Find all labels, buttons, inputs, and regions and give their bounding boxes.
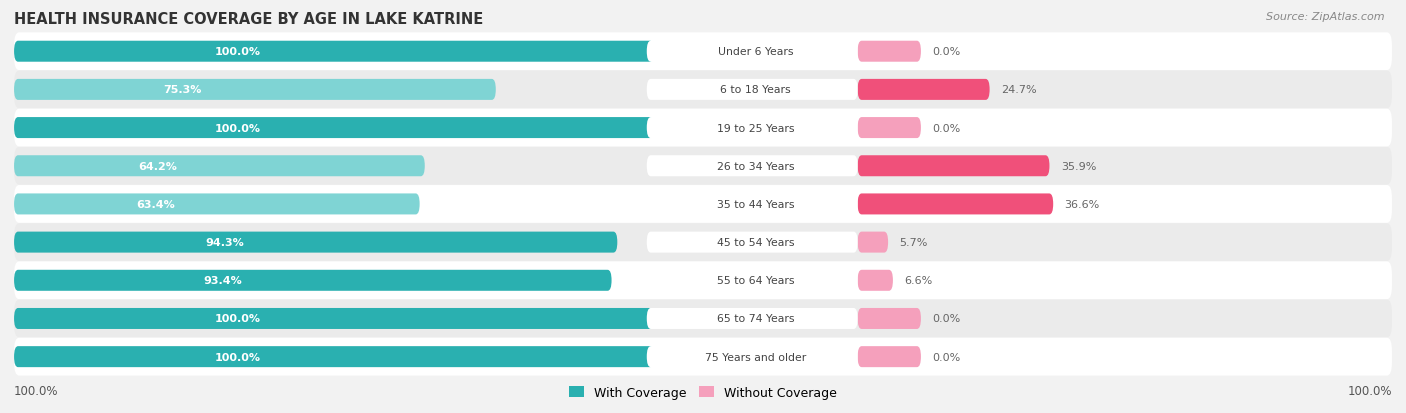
Text: 100.0%: 100.0% xyxy=(215,47,262,57)
FancyBboxPatch shape xyxy=(647,156,858,177)
Text: 24.7%: 24.7% xyxy=(1001,85,1036,95)
FancyBboxPatch shape xyxy=(14,80,496,101)
FancyBboxPatch shape xyxy=(858,347,921,367)
FancyBboxPatch shape xyxy=(647,118,858,139)
Text: 5.7%: 5.7% xyxy=(900,237,928,247)
FancyBboxPatch shape xyxy=(14,156,425,177)
FancyBboxPatch shape xyxy=(858,80,990,101)
Text: 100.0%: 100.0% xyxy=(215,314,262,324)
Text: 64.2%: 64.2% xyxy=(138,161,177,171)
FancyBboxPatch shape xyxy=(647,232,858,253)
FancyBboxPatch shape xyxy=(14,224,1392,261)
FancyBboxPatch shape xyxy=(647,347,858,367)
FancyBboxPatch shape xyxy=(647,308,858,329)
FancyBboxPatch shape xyxy=(14,338,1392,376)
Text: 93.4%: 93.4% xyxy=(204,275,243,286)
FancyBboxPatch shape xyxy=(858,42,921,62)
FancyBboxPatch shape xyxy=(14,194,419,215)
FancyBboxPatch shape xyxy=(14,232,617,253)
FancyBboxPatch shape xyxy=(14,109,1392,147)
FancyBboxPatch shape xyxy=(14,118,654,139)
Text: 94.3%: 94.3% xyxy=(205,237,245,247)
Text: 0.0%: 0.0% xyxy=(932,352,960,362)
FancyBboxPatch shape xyxy=(14,147,1392,185)
Text: 100.0%: 100.0% xyxy=(215,352,262,362)
Text: 6.6%: 6.6% xyxy=(904,275,932,286)
FancyBboxPatch shape xyxy=(14,33,1392,71)
FancyBboxPatch shape xyxy=(858,194,1053,215)
Text: 0.0%: 0.0% xyxy=(932,47,960,57)
Text: 0.0%: 0.0% xyxy=(932,314,960,324)
FancyBboxPatch shape xyxy=(647,42,858,62)
Text: HEALTH INSURANCE COVERAGE BY AGE IN LAKE KATRINE: HEALTH INSURANCE COVERAGE BY AGE IN LAKE… xyxy=(14,12,484,27)
FancyBboxPatch shape xyxy=(647,270,858,291)
FancyBboxPatch shape xyxy=(647,194,858,215)
FancyBboxPatch shape xyxy=(14,262,1392,299)
FancyBboxPatch shape xyxy=(14,42,654,62)
FancyBboxPatch shape xyxy=(14,300,1392,337)
FancyBboxPatch shape xyxy=(858,270,893,291)
Text: 75 Years and older: 75 Years and older xyxy=(704,352,807,362)
FancyBboxPatch shape xyxy=(858,308,921,329)
Text: 75.3%: 75.3% xyxy=(163,85,202,95)
FancyBboxPatch shape xyxy=(14,347,654,367)
Text: 35.9%: 35.9% xyxy=(1060,161,1097,171)
Text: 36.6%: 36.6% xyxy=(1064,199,1099,209)
Text: 19 to 25 Years: 19 to 25 Years xyxy=(717,123,794,133)
FancyBboxPatch shape xyxy=(14,71,1392,109)
Text: 63.4%: 63.4% xyxy=(136,199,176,209)
Text: 26 to 34 Years: 26 to 34 Years xyxy=(717,161,794,171)
Text: 45 to 54 Years: 45 to 54 Years xyxy=(717,237,794,247)
Text: 100.0%: 100.0% xyxy=(14,384,59,397)
Legend: With Coverage, Without Coverage: With Coverage, Without Coverage xyxy=(564,381,842,404)
Text: 55 to 64 Years: 55 to 64 Years xyxy=(717,275,794,286)
Text: Under 6 Years: Under 6 Years xyxy=(718,47,793,57)
FancyBboxPatch shape xyxy=(858,232,889,253)
Text: Source: ZipAtlas.com: Source: ZipAtlas.com xyxy=(1267,12,1385,22)
FancyBboxPatch shape xyxy=(858,156,1049,177)
FancyBboxPatch shape xyxy=(647,80,858,101)
Text: 35 to 44 Years: 35 to 44 Years xyxy=(717,199,794,209)
Text: 0.0%: 0.0% xyxy=(932,123,960,133)
Text: 100.0%: 100.0% xyxy=(1347,384,1392,397)
Text: 6 to 18 Years: 6 to 18 Years xyxy=(720,85,792,95)
Text: 100.0%: 100.0% xyxy=(215,123,262,133)
FancyBboxPatch shape xyxy=(14,185,1392,223)
FancyBboxPatch shape xyxy=(14,270,612,291)
Text: 65 to 74 Years: 65 to 74 Years xyxy=(717,314,794,324)
FancyBboxPatch shape xyxy=(858,118,921,139)
FancyBboxPatch shape xyxy=(14,308,654,329)
